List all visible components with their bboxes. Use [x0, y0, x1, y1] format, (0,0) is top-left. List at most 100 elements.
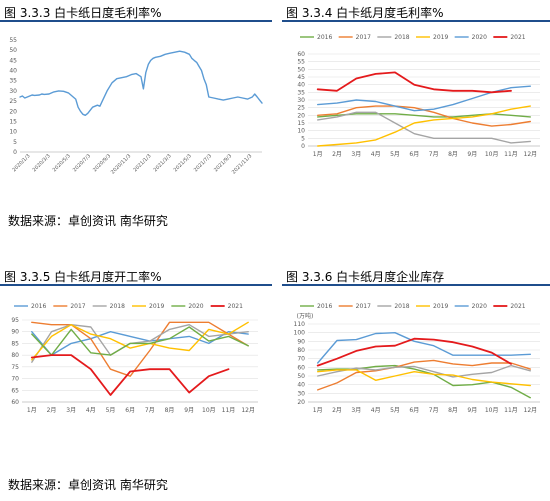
- x-tick-label: 2021/5/3: [173, 153, 193, 173]
- y-tick-label: 40: [297, 82, 305, 89]
- title-rule-4: [282, 284, 550, 286]
- y-tick-label: 70: [297, 356, 305, 363]
- x-tick-label: 9月: [184, 407, 194, 414]
- legend-label-2016: 2016: [317, 303, 332, 310]
- x-tick-label: 8月: [448, 151, 458, 158]
- legend-label-2016: 2016: [317, 34, 332, 41]
- y-tick-label: 85: [11, 340, 19, 347]
- legend-label-2019: 2019: [433, 303, 448, 310]
- x-tick-label: 6月: [409, 151, 419, 158]
- panel-title-3: 图 3.3.5 白卡纸月度开工率%: [4, 270, 162, 284]
- series-line-2016: [31, 331, 249, 356]
- y-tick-label: 30: [297, 97, 305, 104]
- x-tick-label: 2020/7/3: [72, 153, 92, 173]
- x-tick-label: 2020/1/3: [11, 153, 31, 173]
- y-tick-label: 15: [297, 120, 305, 127]
- x-tick-label: 6月: [125, 407, 135, 414]
- x-tick-label: 1月: [27, 407, 37, 414]
- x-tick-label: 3月: [351, 151, 361, 158]
- series-line-2020: [31, 326, 249, 356]
- y-tick-label: 35: [9, 78, 17, 85]
- x-tick-label: 2021/9/3: [213, 153, 233, 173]
- title-rule-2: [282, 20, 550, 22]
- y-tick-label: 95: [11, 317, 19, 324]
- series-line-2017: [31, 321, 249, 377]
- source-note-top: 数据来源：卓创资讯 南华研究: [8, 214, 168, 228]
- series-line-2016: [317, 113, 531, 118]
- x-tick-label: 2021/1/3: [132, 153, 152, 173]
- series-line-2018: [317, 364, 531, 378]
- y-tick-label: 60: [297, 51, 305, 58]
- series-line-2019: [317, 369, 531, 387]
- x-tick-label: 2月: [332, 407, 342, 414]
- legend-label-2017: 2017: [356, 34, 371, 41]
- y-tick-label: 20: [297, 399, 305, 406]
- x-tick-label: 2月: [332, 151, 342, 158]
- x-tick-label: 3月: [66, 407, 76, 414]
- legend-label-2018: 2018: [110, 303, 125, 310]
- x-tick-label: 2月: [47, 407, 57, 414]
- series-line-2019: [317, 105, 531, 147]
- y-tick-label: 0: [13, 149, 17, 156]
- series-line-2017: [317, 359, 531, 391]
- y-tick-label: 45: [9, 57, 17, 64]
- y-tick-label: 100: [294, 330, 306, 337]
- x-tick-label: 6月: [409, 407, 419, 414]
- panel-title-2: 图 3.3.4 白卡纸月度毛利率%: [286, 6, 444, 20]
- x-tick-label: 11月: [504, 151, 518, 158]
- x-tick-label: 11月: [222, 407, 236, 414]
- title-rule-1: [0, 20, 272, 22]
- y-tick-label: 15: [9, 118, 17, 125]
- y-tick-label: 70: [11, 376, 19, 383]
- y-tick-label: 30: [297, 390, 305, 397]
- x-tick-label: 5月: [390, 151, 400, 158]
- x-tick-label: 10月: [485, 407, 499, 414]
- panel-title-4: 图 3.3.6 白卡纸月度企业库存: [286, 270, 445, 284]
- legend-label-2016: 2016: [31, 303, 46, 310]
- y-tick-label: 50: [9, 47, 17, 54]
- x-tick-label: 2020/3/3: [32, 153, 52, 173]
- x-tick-label: 2020/5/3: [52, 153, 72, 173]
- title-rule-3: [0, 284, 272, 286]
- source-note-bottom: 数据来源：卓创资讯 南华研究: [8, 478, 168, 492]
- y-tick-label: 65: [11, 387, 19, 394]
- legend-label-2018: 2018: [394, 34, 409, 41]
- y-tick-label: 90: [297, 338, 305, 345]
- x-tick-label: 12月: [524, 407, 538, 414]
- x-tick-label: 7月: [429, 407, 439, 414]
- panel-title-1: 图 3.3.3 白卡纸日度毛利率%: [4, 6, 162, 20]
- series-line-2021: [316, 71, 512, 94]
- y-tick-label: 110: [294, 321, 306, 328]
- x-tick-label: 2021/3/3: [153, 153, 173, 173]
- legend-label-2020: 2020: [472, 34, 487, 41]
- y-tick-label: 45: [297, 74, 305, 81]
- legend-label-2020: 2020: [188, 303, 203, 310]
- chart-monthly-operating-rate: 60 65 70 75 80 85 90 95 1月 2月 3月 4月 5月 6月 7月 8月 9月 10月 11月…: [11, 303, 258, 414]
- y-tick-label: 20: [9, 108, 17, 115]
- y-tick-label: 55: [9, 37, 17, 44]
- legend-label-2021: 2021: [510, 34, 525, 41]
- y-tick-label: 50: [297, 66, 305, 73]
- y-tick-label: 40: [297, 382, 305, 389]
- x-tick-label: 1月: [313, 151, 323, 158]
- y-tick-label: 25: [297, 105, 305, 112]
- x-tick-label: 7月: [429, 151, 439, 158]
- y-tick-label: 80: [11, 352, 19, 359]
- y-tick-label: 80: [297, 347, 305, 354]
- y-axis-unit-label: (万吨): [297, 312, 314, 320]
- x-tick-label: 4月: [371, 151, 381, 158]
- legend-label-2019: 2019: [433, 34, 448, 41]
- x-tick-label: 5月: [390, 407, 400, 414]
- x-tick-label: 3月: [351, 407, 361, 414]
- y-tick-label: 60: [297, 364, 305, 371]
- x-tick-label: 12月: [524, 151, 538, 158]
- x-tick-label: 7月: [145, 407, 155, 414]
- series-line-2018: [317, 111, 531, 144]
- y-tick-label: 75: [11, 364, 19, 371]
- y-tick-label: 30: [9, 88, 17, 95]
- x-tick-label: 11月: [504, 407, 518, 414]
- x-tick-label: 9月: [467, 407, 477, 414]
